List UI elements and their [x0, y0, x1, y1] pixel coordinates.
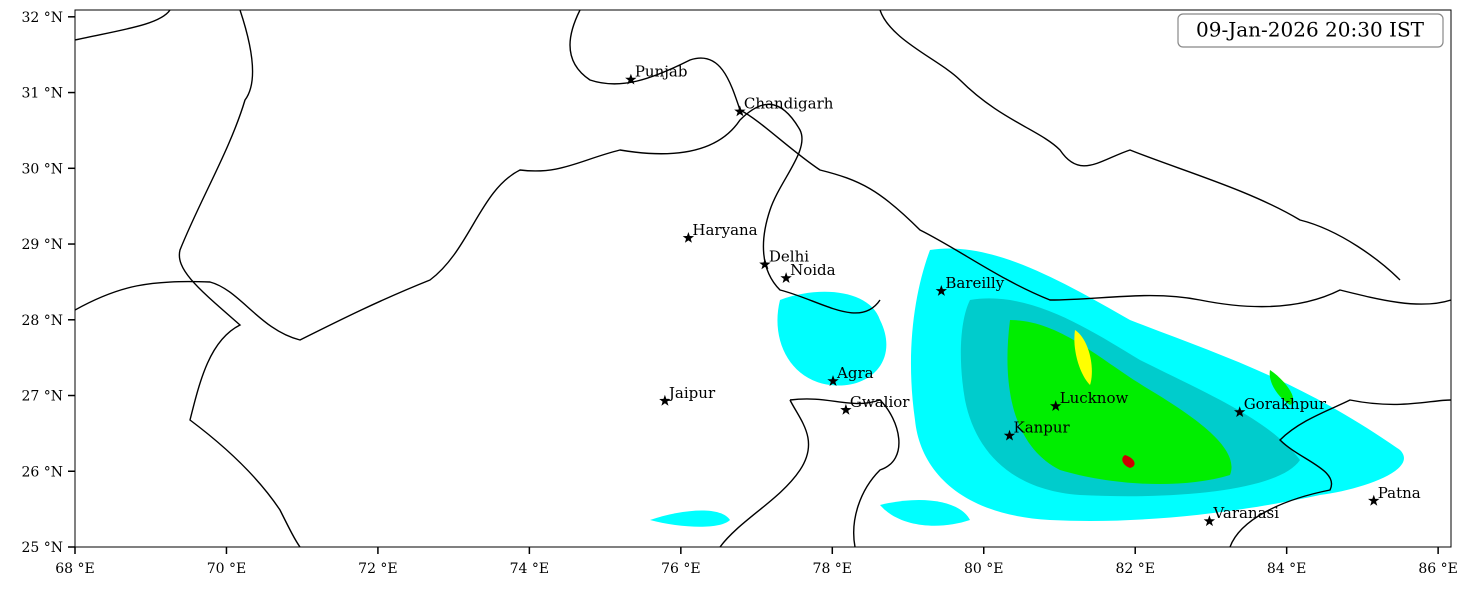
city-marker	[1368, 494, 1380, 506]
city-marker	[780, 272, 792, 283]
border	[75, 103, 881, 341]
y-tick-label: 27 °N	[21, 389, 63, 405]
city-marker	[840, 403, 852, 415]
rainfall-layer	[650, 248, 1404, 527]
border	[75, 10, 301, 547]
city-label: Punjab	[635, 63, 688, 81]
border	[1229, 399, 1451, 547]
city-label: Delhi	[769, 247, 809, 265]
city-label: Patna	[1378, 484, 1421, 502]
y-tick-label: 26 °N	[21, 464, 63, 480]
city-label: Varanasi	[1212, 504, 1279, 522]
x-tick-label: 68 °E	[55, 561, 94, 577]
city-marker	[827, 375, 839, 386]
city-marker	[1234, 406, 1246, 417]
rain-area	[1074, 330, 1092, 385]
city-marker	[1050, 400, 1062, 411]
city-marker	[734, 105, 746, 117]
city-label: Noida	[790, 261, 836, 279]
rain-area	[1269, 370, 1294, 405]
rain-area	[1122, 455, 1135, 468]
city-label: Haryana	[692, 221, 757, 239]
rain-area	[880, 500, 970, 526]
city-marker	[1003, 429, 1016, 441]
plot-frame	[74, 9, 1452, 548]
city-label: Kanpur	[1013, 419, 1070, 437]
timestamp: 09-Jan-2026 20:30 IST	[1196, 18, 1425, 42]
x-tick-label: 72 °E	[358, 561, 397, 577]
city-label: Agra	[836, 364, 874, 382]
timestamp-box	[1177, 13, 1444, 48]
x-tick-label: 86 °E	[1418, 561, 1457, 577]
city-label: Chandigarh	[744, 94, 834, 112]
y-tick-label: 29 °N	[21, 237, 63, 253]
rain-area	[777, 291, 887, 386]
y-tick-label: 31 °N	[21, 86, 63, 102]
city-marker	[935, 285, 947, 296]
city-label: Lucknow	[1060, 389, 1129, 407]
city-marker	[1203, 515, 1216, 527]
y-tick-label: 30 °N	[21, 161, 63, 177]
x-tick-label: 84 °E	[1267, 561, 1306, 577]
y-tick-label: 32 °N	[21, 10, 63, 26]
border	[569, 10, 1451, 308]
city-marker	[682, 232, 695, 243]
x-tick-label: 70 °E	[207, 561, 246, 577]
city-marker	[759, 258, 771, 270]
city-label: Jaipur	[667, 384, 716, 402]
city-label: Gorakhpur	[1244, 395, 1327, 413]
city-marker	[659, 394, 671, 406]
x-tick-label: 76 °E	[661, 561, 700, 577]
x-tick-label: 78 °E	[813, 561, 852, 577]
city-label: Bareilly	[945, 274, 1004, 292]
x-tick-label: 80 °E	[964, 561, 1003, 577]
borders	[75, 10, 1451, 547]
city-label: Gwalior	[850, 393, 910, 411]
y-tick-label: 28 °N	[21, 313, 63, 329]
city-marker	[625, 73, 637, 85]
x-tick-label: 74 °E	[510, 561, 549, 577]
border	[719, 398, 900, 547]
y-tick-label: 25 °N	[21, 540, 63, 556]
rain-area	[650, 510, 730, 527]
border	[879, 10, 1401, 281]
x-tick-label: 82 °E	[1115, 561, 1154, 577]
rain-area	[1007, 320, 1232, 485]
